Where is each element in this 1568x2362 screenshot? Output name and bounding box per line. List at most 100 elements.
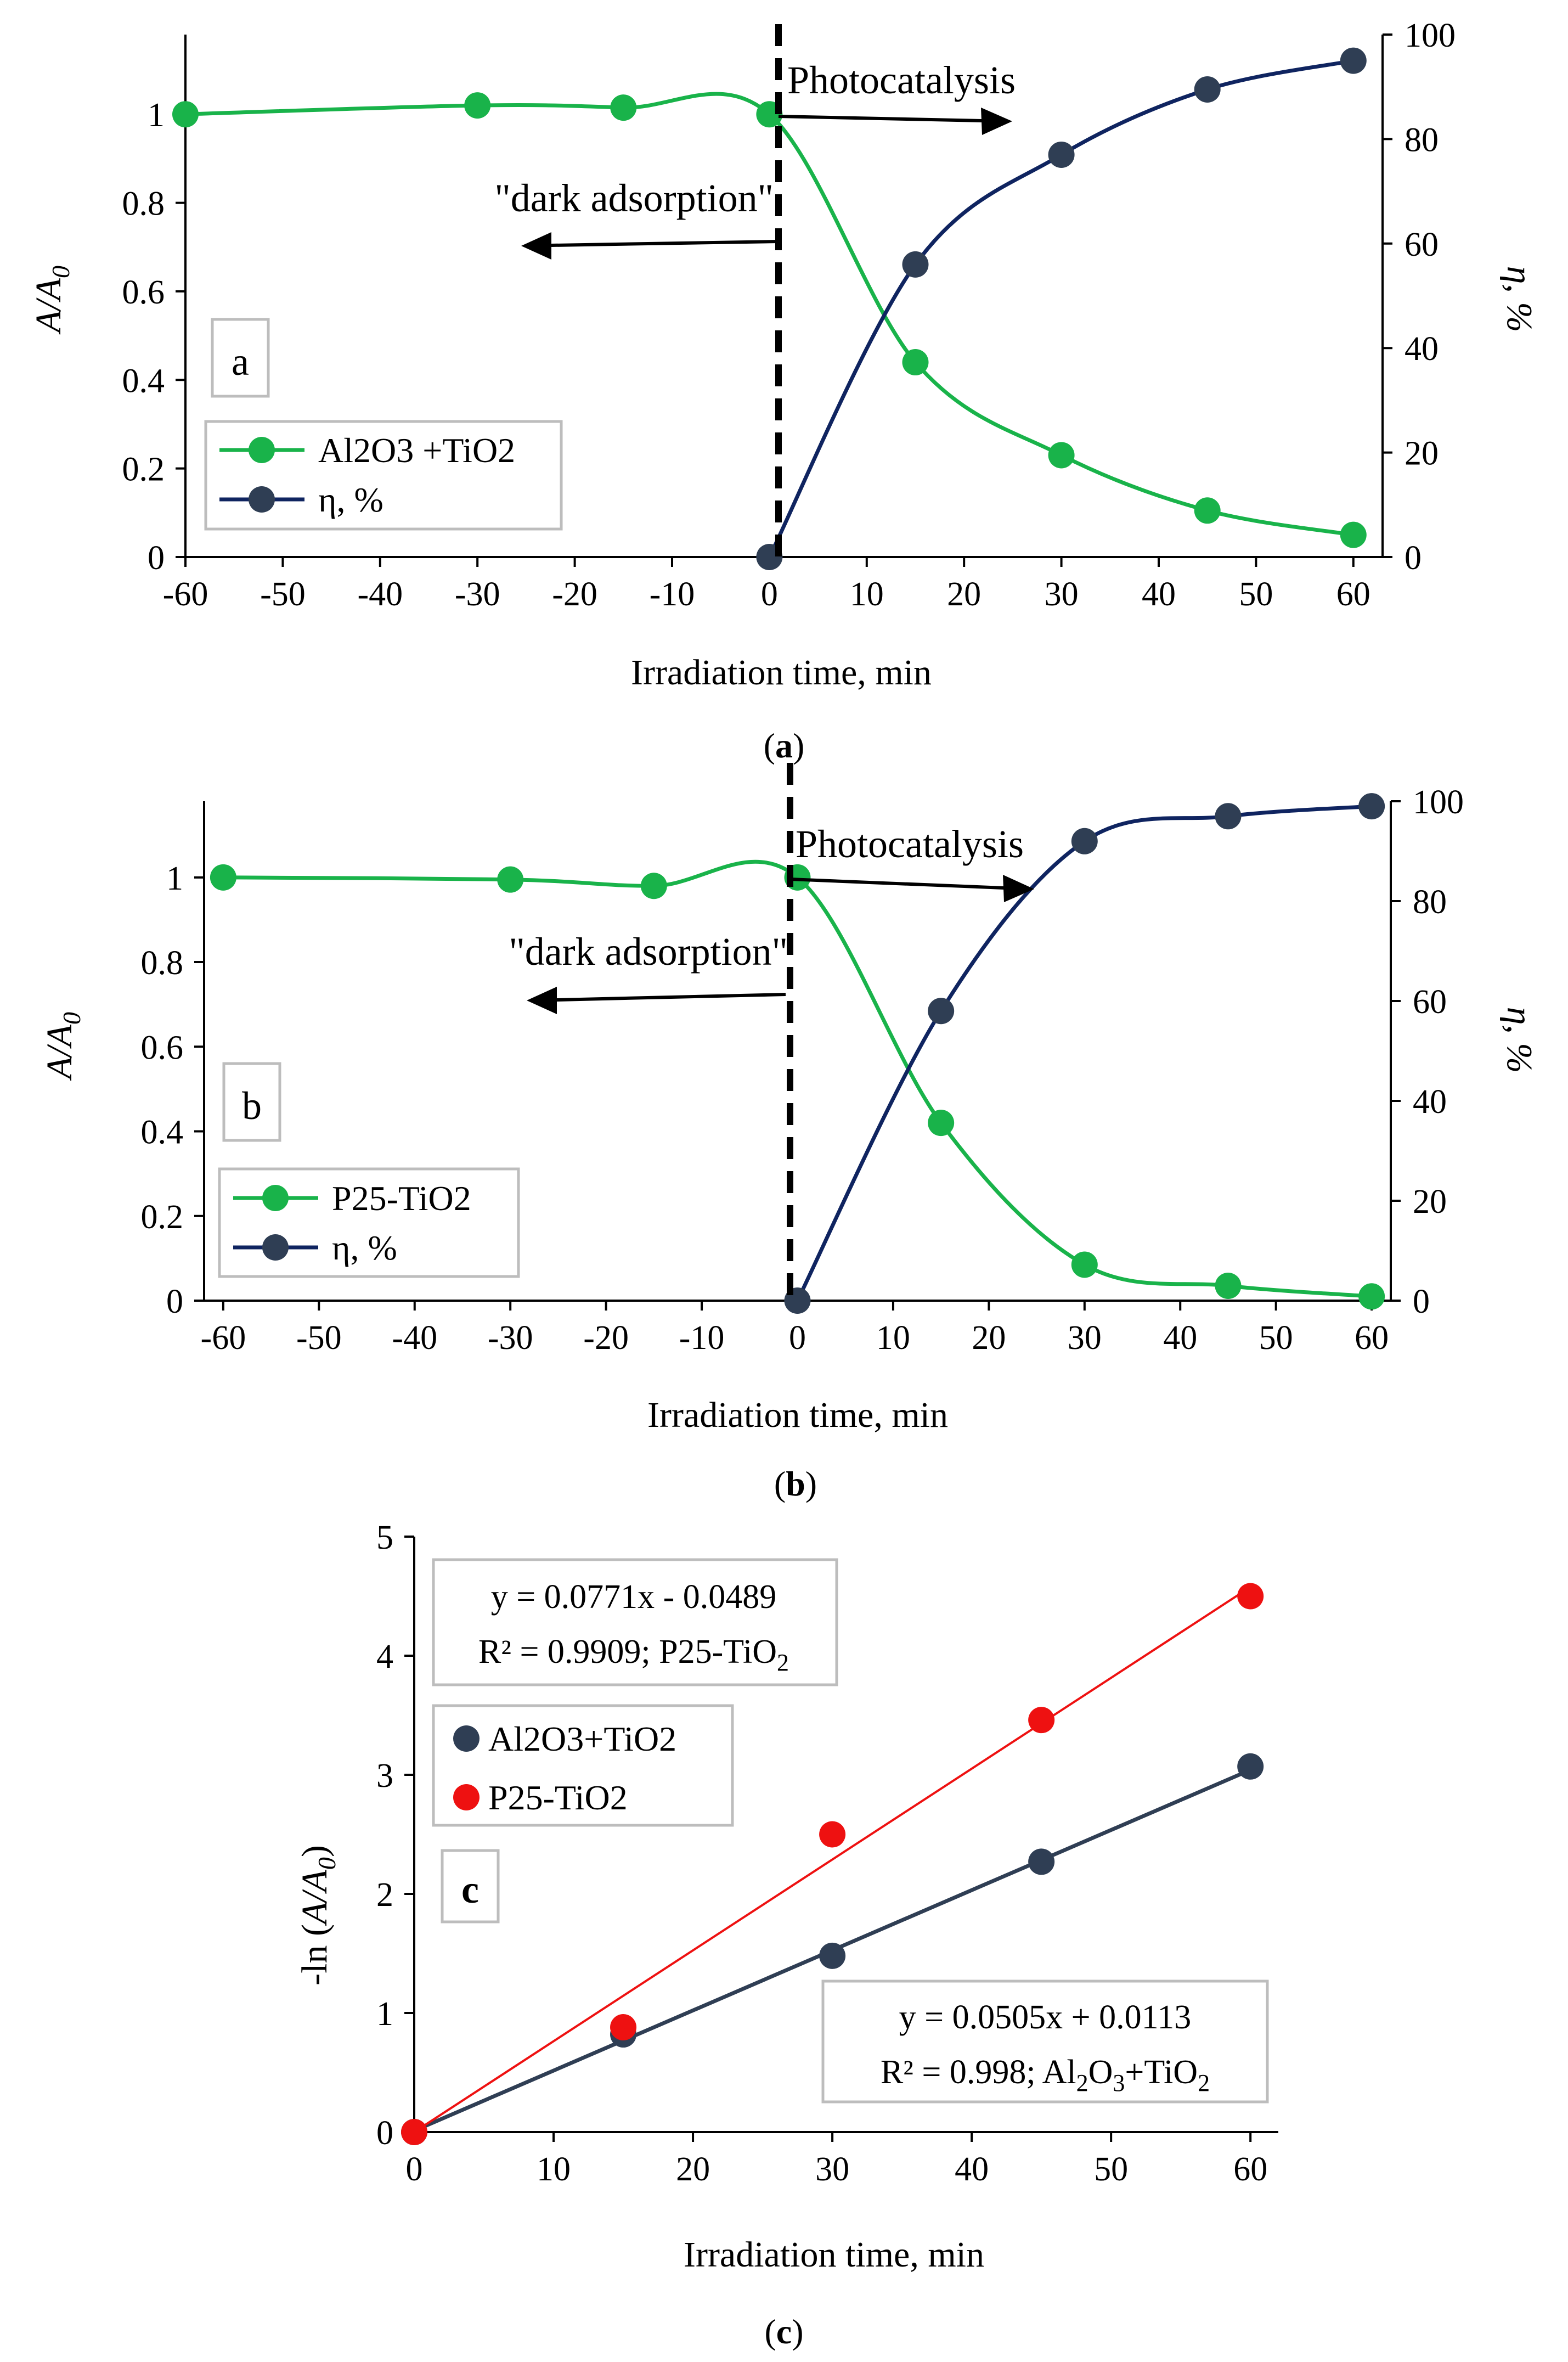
chart-a-eta-point bbox=[1194, 76, 1221, 103]
chart-a-x-tick-label: -60 bbox=[163, 576, 208, 613]
chart-a-y2-tick-label: 20 bbox=[1405, 435, 1439, 473]
chart-b-x-tick-label: -40 bbox=[392, 1319, 437, 1357]
chart-a-green-point bbox=[1340, 521, 1367, 548]
chart-b-x-tick-label: 50 bbox=[1259, 1319, 1293, 1357]
chart-a-legend-marker-eta bbox=[249, 486, 275, 513]
chart-b-y2-tick-label: 100 bbox=[1413, 784, 1464, 821]
chart-c-panel-label: c bbox=[461, 1868, 479, 1911]
chart-a-x-tick-label: -30 bbox=[455, 576, 500, 613]
chart-b-legend-marker-green bbox=[262, 1185, 289, 1211]
chart-a-photocatalysis-label: Photocatalysis bbox=[787, 58, 1016, 102]
chart-c-fit-line-p25 bbox=[413, 1586, 1251, 2133]
chart-b-x-tick-label: 40 bbox=[1163, 1319, 1197, 1357]
chart-c-legend-item-1: Al2O3+TiO2 bbox=[488, 1719, 676, 1758]
chart-b-y-tick-label: 0.6 bbox=[141, 1029, 184, 1066]
chart-a-caption: (a) bbox=[764, 726, 805, 765]
chart-a-legend: Al2O3 +TiO2 η, % bbox=[204, 420, 563, 531]
chart-a-x-tick-label: 0 bbox=[761, 576, 778, 613]
chart-a-green-point bbox=[1194, 497, 1221, 524]
chart-a-green-point bbox=[172, 101, 199, 128]
chart-a-legend-marker-green bbox=[249, 437, 275, 463]
chart-b-x-tick-label: 10 bbox=[876, 1319, 910, 1357]
chart-a-y-tick-label: 1 bbox=[148, 97, 165, 134]
chart-c-point-al bbox=[819, 1942, 846, 1969]
chart-a-x-tick-label: 30 bbox=[1045, 576, 1079, 613]
chart-b-eta-point bbox=[1358, 793, 1385, 820]
chart-b-y2-tick-label: 0 bbox=[1413, 1283, 1430, 1320]
chart-c-y-axis-label: -ln (A/A0) bbox=[295, 1845, 341, 1986]
chart-c-x-tick-label: 50 bbox=[1094, 2151, 1128, 2188]
chart-c-point-al bbox=[1237, 1753, 1264, 1780]
chart-b-y2-tick-label: 20 bbox=[1413, 1183, 1447, 1221]
chart-b-series-eta bbox=[784, 793, 1385, 1314]
chart-a-panel-label: a bbox=[232, 340, 249, 384]
chart-b: -60 -50 -40 -30 -20 -10 0 10 20 30 40 50 6000.20.40.… bbox=[40, 763, 1539, 1503]
chart-a-eta-point bbox=[1048, 141, 1075, 168]
chart-b-photocatalysis-arrow bbox=[789, 875, 1034, 902]
chart-a-y2-tick-label: 60 bbox=[1405, 226, 1439, 263]
chart-a-green-point bbox=[610, 94, 637, 121]
chart-c-legend-marker-al bbox=[453, 1725, 480, 1752]
chart-b-x-axis-label: Irradiation time, min bbox=[647, 1395, 948, 1435]
chart-a-y-tick-label: 0.2 bbox=[122, 451, 165, 488]
chart-a-y-tick-label: 0.6 bbox=[122, 274, 165, 311]
chart-b-green-point bbox=[1358, 1283, 1385, 1310]
chart-a-x-tick-label: 40 bbox=[1142, 576, 1176, 613]
chart-c-legend: Al2O3+TiO2 P25-TiO2 bbox=[432, 1704, 734, 1827]
chart-c-panel-box bbox=[441, 1849, 500, 1924]
chart-a-y-tick-label: 0.8 bbox=[122, 185, 165, 223]
chart-b-x-tick-label: -50 bbox=[296, 1319, 342, 1357]
chart-b-x-tick-label: -10 bbox=[679, 1319, 725, 1357]
chart-c-points bbox=[401, 1583, 1264, 2145]
chart-a-green-point bbox=[902, 349, 929, 376]
chart-b-green-point bbox=[1071, 1251, 1098, 1278]
chart-b-y-tick-label: 1 bbox=[166, 860, 183, 897]
chart-a-x-tick-label: -50 bbox=[260, 576, 306, 613]
chart-a-x-tick-label: 10 bbox=[850, 576, 884, 613]
chart-b-y2-tick-label: 40 bbox=[1413, 1083, 1447, 1121]
chart-c-eq-p25-line1: y = 0.0771x - 0.0489 bbox=[491, 1578, 777, 1616]
chart-c-point-p25 bbox=[1237, 1583, 1264, 1610]
chart-b-x-tick-label: 0 bbox=[789, 1319, 806, 1357]
chart-b-photocatalysis-label: Photocatalysis bbox=[796, 822, 1024, 866]
chart-b-y-tick-label: 0.4 bbox=[141, 1114, 184, 1151]
chart-b-eta-point bbox=[928, 998, 955, 1025]
chart-c-y-tick-label: 1 bbox=[376, 1995, 393, 2033]
chart-a-y2-axis-label: η, % bbox=[1499, 266, 1539, 333]
chart-b-eta-line bbox=[796, 804, 1372, 1302]
chart-a-photocatalysis-arrow bbox=[778, 108, 1012, 135]
chart-a: -60 -50 -40 -30 -20 -10 0 10 20 30 40 50 6000.20.40.… bbox=[29, 17, 1539, 765]
chart-a-y2-tick-label: 100 bbox=[1405, 17, 1456, 54]
chart-a-series-eta bbox=[756, 47, 1367, 570]
chart-a-x-axis-label: Irradiation time, min bbox=[631, 653, 932, 693]
chart-a-legend-item-1: Al2O3 +TiO2 bbox=[318, 431, 515, 470]
chart-b-axes: -60 -50 -40 -30 -20 -10 0 10 20 30 40 50 6000.20.40.… bbox=[141, 784, 1464, 1357]
chart-a-y-tick-label: 0.4 bbox=[122, 362, 165, 400]
chart-a-series-green bbox=[172, 92, 1367, 548]
chart-c-y-tick-label: 2 bbox=[376, 1876, 393, 1914]
chart-a-x-tick-label: 50 bbox=[1239, 576, 1273, 613]
chart-a-x-tick-label: 20 bbox=[947, 576, 981, 613]
chart-a-dark-adsorption-label: "dark adsorption" bbox=[494, 176, 774, 220]
chart-c-legend-item-2: P25-TiO2 bbox=[488, 1778, 628, 1817]
chart-c-y-tick-label: 0 bbox=[376, 2114, 393, 2152]
chart-c-x-tick-label: 60 bbox=[1233, 2151, 1267, 2188]
chart-b-caption: (b) bbox=[774, 1464, 817, 1503]
chart-a-green-point bbox=[1048, 442, 1075, 469]
chart-c-x-axis-label: Irradiation time, min bbox=[684, 2235, 984, 2275]
chart-b-eta-point bbox=[1215, 803, 1242, 830]
chart-b-y-tick-label: 0.2 bbox=[141, 1199, 184, 1236]
chart-a-axes: -60 -50 -40 -30 -20 -10 0 10 20 30 40 50 6000.20.40.… bbox=[122, 17, 1456, 613]
chart-c-x-tick-label: 0 bbox=[406, 2151, 423, 2188]
chart-c-legend-marker-p25 bbox=[453, 1784, 480, 1810]
chart-c-eq-al-line2: R² = 0.998; Al2O3+TiO2 bbox=[881, 2054, 1210, 2096]
chart-c-eq-p25-line2: R² = 0.9909; P25-TiO2 bbox=[478, 1633, 789, 1676]
chart-c-point-p25 bbox=[401, 2119, 427, 2145]
chart-b-y2-axis-label: η, % bbox=[1499, 1007, 1539, 1073]
chart-b-legend-item-1: P25-TiO2 bbox=[332, 1179, 471, 1218]
chart-b-eta-point bbox=[1071, 828, 1098, 854]
chart-c: 0 10 20 30 40 50 60 0 1 2 3 4 5 y = 0.0771x - 0.0489… bbox=[295, 1519, 1278, 2351]
chart-c-x-tick-label: 20 bbox=[676, 2151, 710, 2188]
chart-b-legend-marker-eta bbox=[262, 1234, 289, 1261]
